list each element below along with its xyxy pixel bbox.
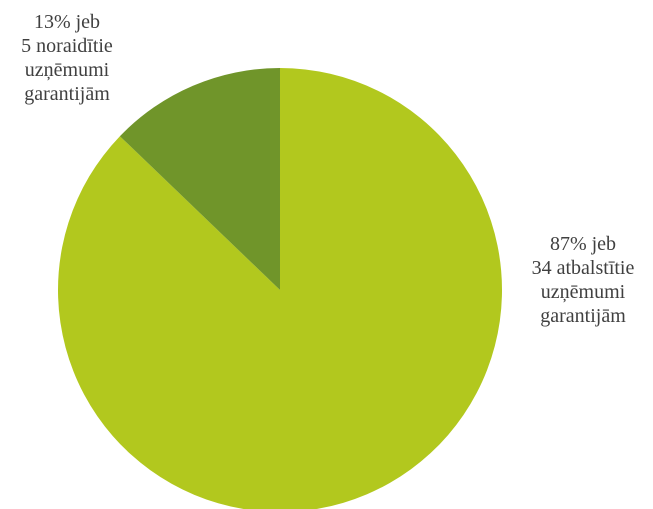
pie-slice-rejected [119, 68, 280, 290]
slice-label-line: garantijām [24, 83, 110, 105]
slice-label-line: 34 atbalstītie [531, 257, 635, 279]
slice-label-line: 13% jeb [33, 11, 101, 33]
slice-label-supported: 87% jeb 34 atbalstītie uzņēmumi garantij… [498, 232, 653, 328]
pie-slice-supported [58, 68, 502, 509]
slice-label-line: 87% jeb [549, 233, 617, 255]
slice-label-line: garantijām [540, 305, 626, 327]
slice-label-rejected: 13% jeb 5 noraidītie uzņēmumi garantijām [0, 10, 142, 106]
slice-label-line: 5 noraidītie [21, 35, 113, 57]
slice-label-line: uzņēmumi [540, 281, 626, 303]
slice-label-line: uzņēmumi [24, 59, 110, 81]
